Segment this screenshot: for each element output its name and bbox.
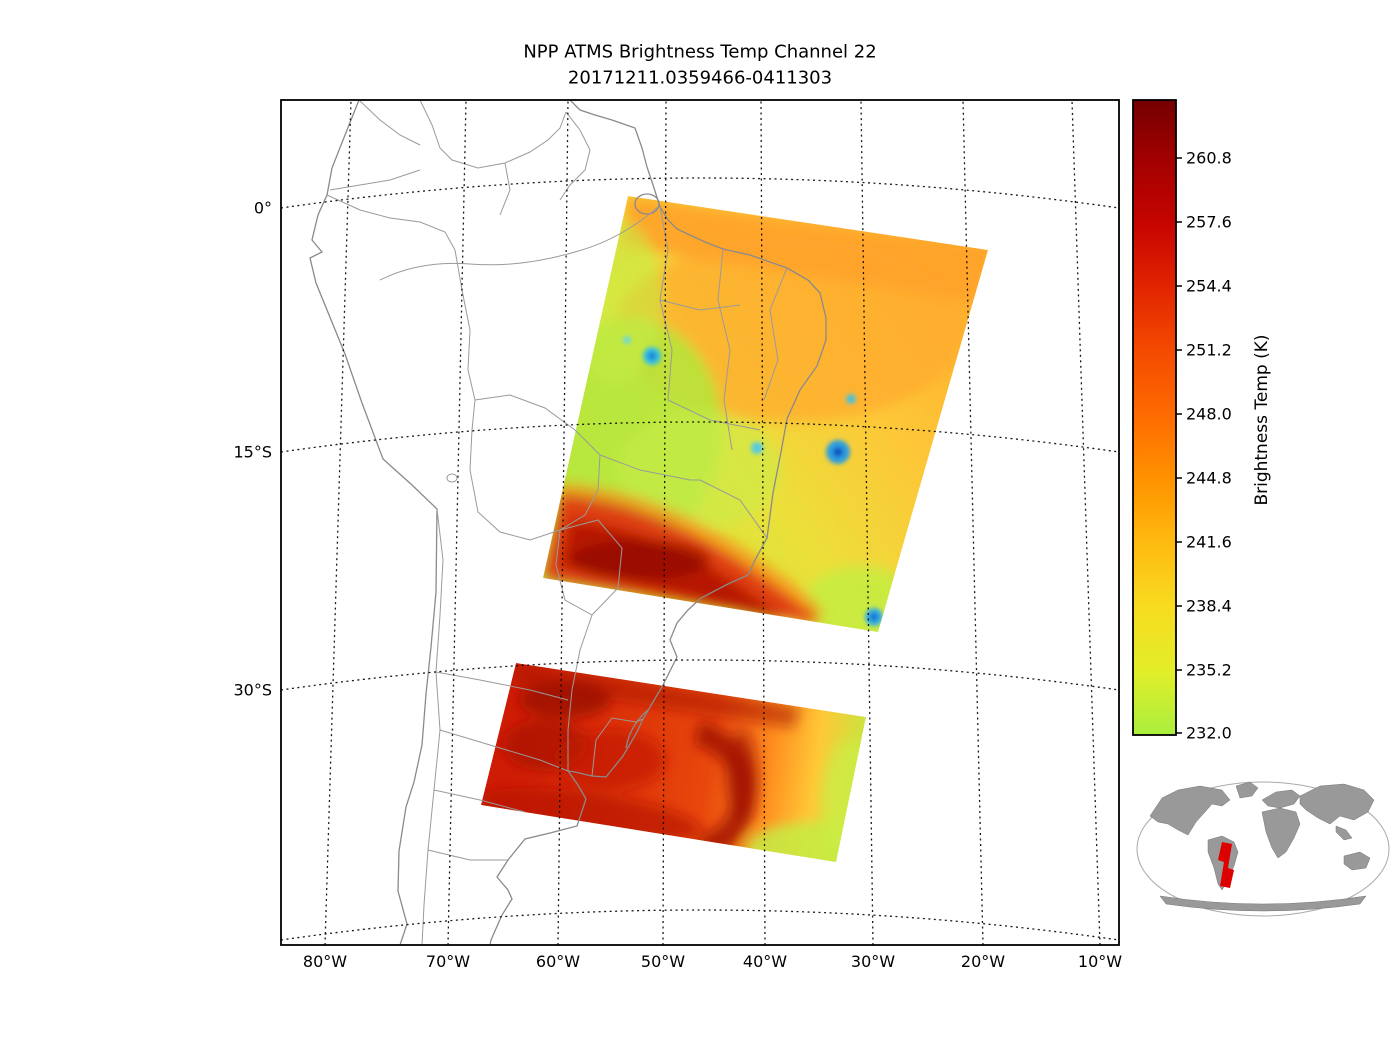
colorbar-tick-label: 235.2	[1186, 660, 1232, 680]
colorbar-tick-label: 244.8	[1186, 468, 1232, 488]
graticule-parallel	[281, 909, 1119, 941]
graticule-meridian	[760, 100, 766, 945]
graticule-parallel	[281, 659, 1119, 691]
graticule-meridian	[324, 100, 352, 945]
inset-swath-footprint	[1218, 842, 1234, 888]
colorbar-axis-label: Brightness Temp (K)	[1252, 334, 1272, 506]
lon-tick-label: 30°W	[850, 952, 896, 971]
inset-africa	[1261, 807, 1301, 859]
lon-tick-label: 20°W	[960, 952, 1006, 971]
graticule	[281, 100, 1119, 945]
map-plot-area	[281, 100, 1119, 945]
colorbar-tick-label: 260.8	[1186, 148, 1232, 168]
graticule-meridian	[962, 100, 984, 945]
graticule-meridian	[447, 100, 467, 945]
country-borders	[326, 100, 788, 945]
lat-tick-label: 0°	[253, 198, 272, 218]
graticule-parallel	[281, 177, 1119, 209]
swath-lower	[481, 663, 866, 862]
lat-tick-label: 15°S	[233, 442, 272, 462]
graticule-parallel	[281, 421, 1119, 453]
colorbar-tick-label: 241.6	[1186, 532, 1232, 552]
cold-blue-spots	[623, 336, 883, 626]
lon-tick-label: 10°W	[1077, 952, 1123, 971]
lon-tick-label: 60°W	[535, 952, 581, 971]
colorbar-tick-label: 251.2	[1186, 340, 1232, 360]
lon-tick-label: 40°W	[742, 952, 788, 971]
lat-tick-label: 30°S	[233, 680, 272, 700]
inset-locator-map	[1136, 781, 1390, 917]
colorbar	[1132, 99, 1182, 736]
graticule-meridian	[1071, 100, 1101, 945]
inset-europe	[1261, 789, 1301, 809]
colorbar-tick-label: 238.4	[1186, 596, 1232, 616]
inset-australia	[1343, 851, 1371, 871]
inset-greenland	[1235, 781, 1259, 799]
colorbar-tick-label: 254.4	[1186, 276, 1232, 296]
swath-upper	[543, 196, 988, 632]
colorbar-tick-label: 232.0	[1186, 723, 1232, 743]
graticule-meridian	[662, 100, 667, 945]
colorbar-gradient	[1133, 100, 1176, 735]
colorbar-tick-label: 248.0	[1186, 404, 1232, 424]
coastline	[309, 100, 827, 945]
chart-subtitle: 20171211.0359466-0411303	[567, 67, 833, 89]
warm-front-arc	[543, 496, 820, 623]
lon-tick-label: 80°W	[302, 952, 348, 971]
lon-tick-label: 50°W	[640, 952, 686, 971]
map-frame	[280, 99, 1120, 946]
colorbar-tick-marks	[1176, 157, 1182, 734]
lon-tick-label: 70°W	[425, 952, 471, 971]
inset-asia	[1299, 783, 1375, 825]
inset-north-america	[1149, 785, 1231, 836]
graticule-meridian	[557, 100, 569, 945]
chart-title: NPP ATMS Brightness Temp Channel 22	[523, 41, 877, 63]
inset-southeast-asia	[1335, 825, 1353, 841]
inset-antarctica	[1159, 895, 1367, 912]
colorbar-tick-label: 257.6	[1186, 212, 1232, 232]
graticule-meridian	[860, 100, 874, 945]
